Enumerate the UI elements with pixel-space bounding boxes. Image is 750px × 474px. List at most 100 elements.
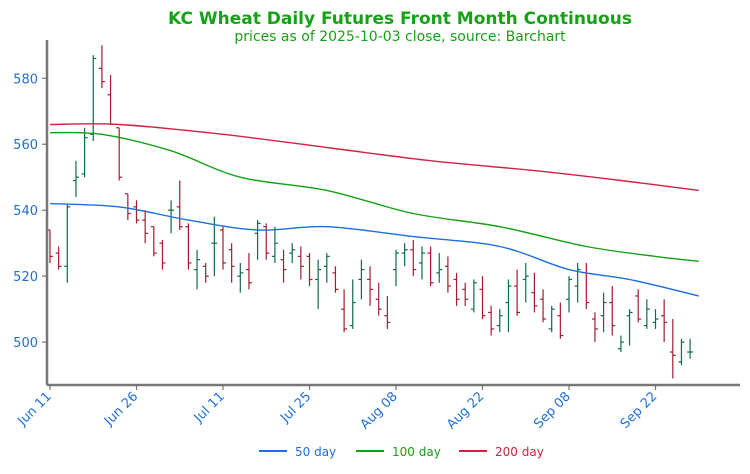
ohlc-bar — [384, 295, 391, 329]
ohlc-bar — [280, 249, 287, 283]
ohlc-bar — [142, 210, 149, 244]
y-tick-label: 580 — [13, 72, 38, 87]
ohlc-bar — [332, 266, 339, 293]
y-tick-label: 560 — [13, 138, 38, 153]
ohlc-bar — [496, 309, 503, 333]
x-tick-label: Aug 08 — [358, 389, 401, 432]
ohlc-bar — [211, 216, 218, 277]
ohlc-bar — [98, 45, 105, 89]
ohlc-bar — [591, 312, 598, 343]
ohlc-bar — [522, 262, 529, 303]
axes — [45, 40, 740, 387]
ohlc-bar — [617, 335, 624, 353]
x-tick-label: Jun 11 — [15, 389, 55, 429]
ohlc-bar — [574, 262, 581, 303]
ohlc-bar — [557, 302, 564, 339]
y-axis-ticks: 500 520 540 560 580 — [13, 72, 47, 351]
ohlc-bar — [635, 289, 642, 323]
series-line-200-day — [49, 123, 699, 192]
ohlc-bar — [427, 246, 434, 287]
ohlc-bar — [289, 243, 296, 263]
ohlc-bar — [479, 276, 486, 320]
ohlc-bar — [55, 246, 62, 270]
ohlc-bar — [652, 309, 659, 329]
ohlc-bar — [202, 262, 209, 283]
ohlc-bar — [176, 180, 183, 230]
ohlc-bar — [548, 305, 555, 333]
legend-item-50-day: 50 day — [259, 445, 336, 459]
ohlc-bar — [393, 249, 399, 287]
ohlc-bar — [297, 246, 304, 280]
legend-label: 50 day — [295, 445, 336, 459]
ohlc-bar — [687, 338, 694, 359]
series-line-50-day — [49, 202, 699, 297]
ohlc-bar — [661, 299, 668, 343]
ohlc-bar — [245, 253, 252, 290]
ohlc-bar — [410, 239, 417, 277]
ohlc-bar — [81, 127, 88, 178]
ohlc-bar — [436, 253, 443, 283]
ohlc-bar — [254, 220, 261, 260]
ohlc-bar — [237, 262, 244, 293]
ohlc-bar — [116, 127, 123, 181]
ohlc-bar — [185, 223, 192, 270]
x-axis-ticks: Jun 11 Jun 26 Jul 11 Jul 25 Aug 08 Aug 22 Sep … — [15, 385, 661, 432]
ohlc-bar — [600, 292, 607, 333]
y-tick-label: 540 — [13, 204, 38, 219]
x-tick-label: Sep 22 — [618, 389, 661, 432]
ohlc-bar — [64, 203, 71, 283]
x-tick-label: Jun 26 — [101, 389, 141, 429]
ohlc-bar — [609, 286, 616, 336]
ohlc-bar — [349, 279, 356, 329]
ohlc-bar — [150, 226, 157, 257]
y-tick-label: 500 — [13, 336, 38, 351]
ohlc-bar — [133, 200, 140, 224]
ohlc-bar — [444, 256, 451, 293]
x-tick-label: Jul 25 — [277, 389, 314, 426]
ohlc-bar — [228, 243, 235, 283]
legend-label: 100 day — [392, 445, 441, 459]
ohlc-bar — [194, 249, 201, 290]
ohlc-bar — [669, 319, 676, 379]
ohlc-bar — [159, 239, 166, 270]
chart-title: KC Wheat Daily Futures Front Month Conti… — [168, 9, 632, 29]
ohlc-bar — [341, 289, 348, 333]
ohlc-bar — [470, 279, 477, 313]
ohlc-bar — [514, 269, 521, 316]
ohlc-bar — [375, 282, 382, 316]
ohlc-bar — [505, 279, 512, 333]
ohlc-bar — [124, 193, 131, 221]
ohlc-bar — [462, 282, 469, 306]
x-tick-label: Jul 11 — [191, 389, 228, 426]
ohlc-bar — [358, 259, 365, 300]
ohlc-bar — [678, 338, 685, 366]
series-line-100-day — [49, 131, 699, 262]
x-tick-label: Sep 08 — [531, 389, 574, 432]
ohlc-bar — [315, 259, 322, 310]
ohlc-bar — [566, 276, 572, 313]
ohlc-bar — [540, 289, 547, 323]
ohlc-bar — [626, 309, 633, 346]
ohlc-bar — [323, 253, 330, 283]
ohlc-bar — [263, 223, 270, 260]
legend: 50 day 100 day 200 day — [259, 445, 544, 459]
ohlc-bar — [531, 272, 538, 313]
ohlc-bar — [107, 74, 114, 126]
ohlc-bar — [367, 266, 374, 306]
ohlc-bar — [488, 305, 495, 336]
ohlc-bar — [401, 243, 408, 267]
legend-item-100-day: 100 day — [356, 445, 441, 459]
ohlc-bar — [271, 226, 278, 263]
ohlc-bar — [643, 299, 650, 329]
chart-subtitle: prices as of 2025-10-03 close, source: B… — [234, 29, 566, 45]
ohlc-bar — [220, 226, 226, 270]
ohlc-bar — [90, 55, 97, 141]
legend-label: 200 day — [495, 445, 544, 459]
x-tick-label: Aug 22 — [444, 389, 487, 432]
ohlc-bar — [72, 160, 79, 198]
ohlc-bar — [418, 246, 425, 280]
ohlc-bar — [583, 262, 590, 310]
ohlc-bar — [306, 253, 313, 287]
legend-item-200-day: 200 day — [459, 445, 544, 459]
